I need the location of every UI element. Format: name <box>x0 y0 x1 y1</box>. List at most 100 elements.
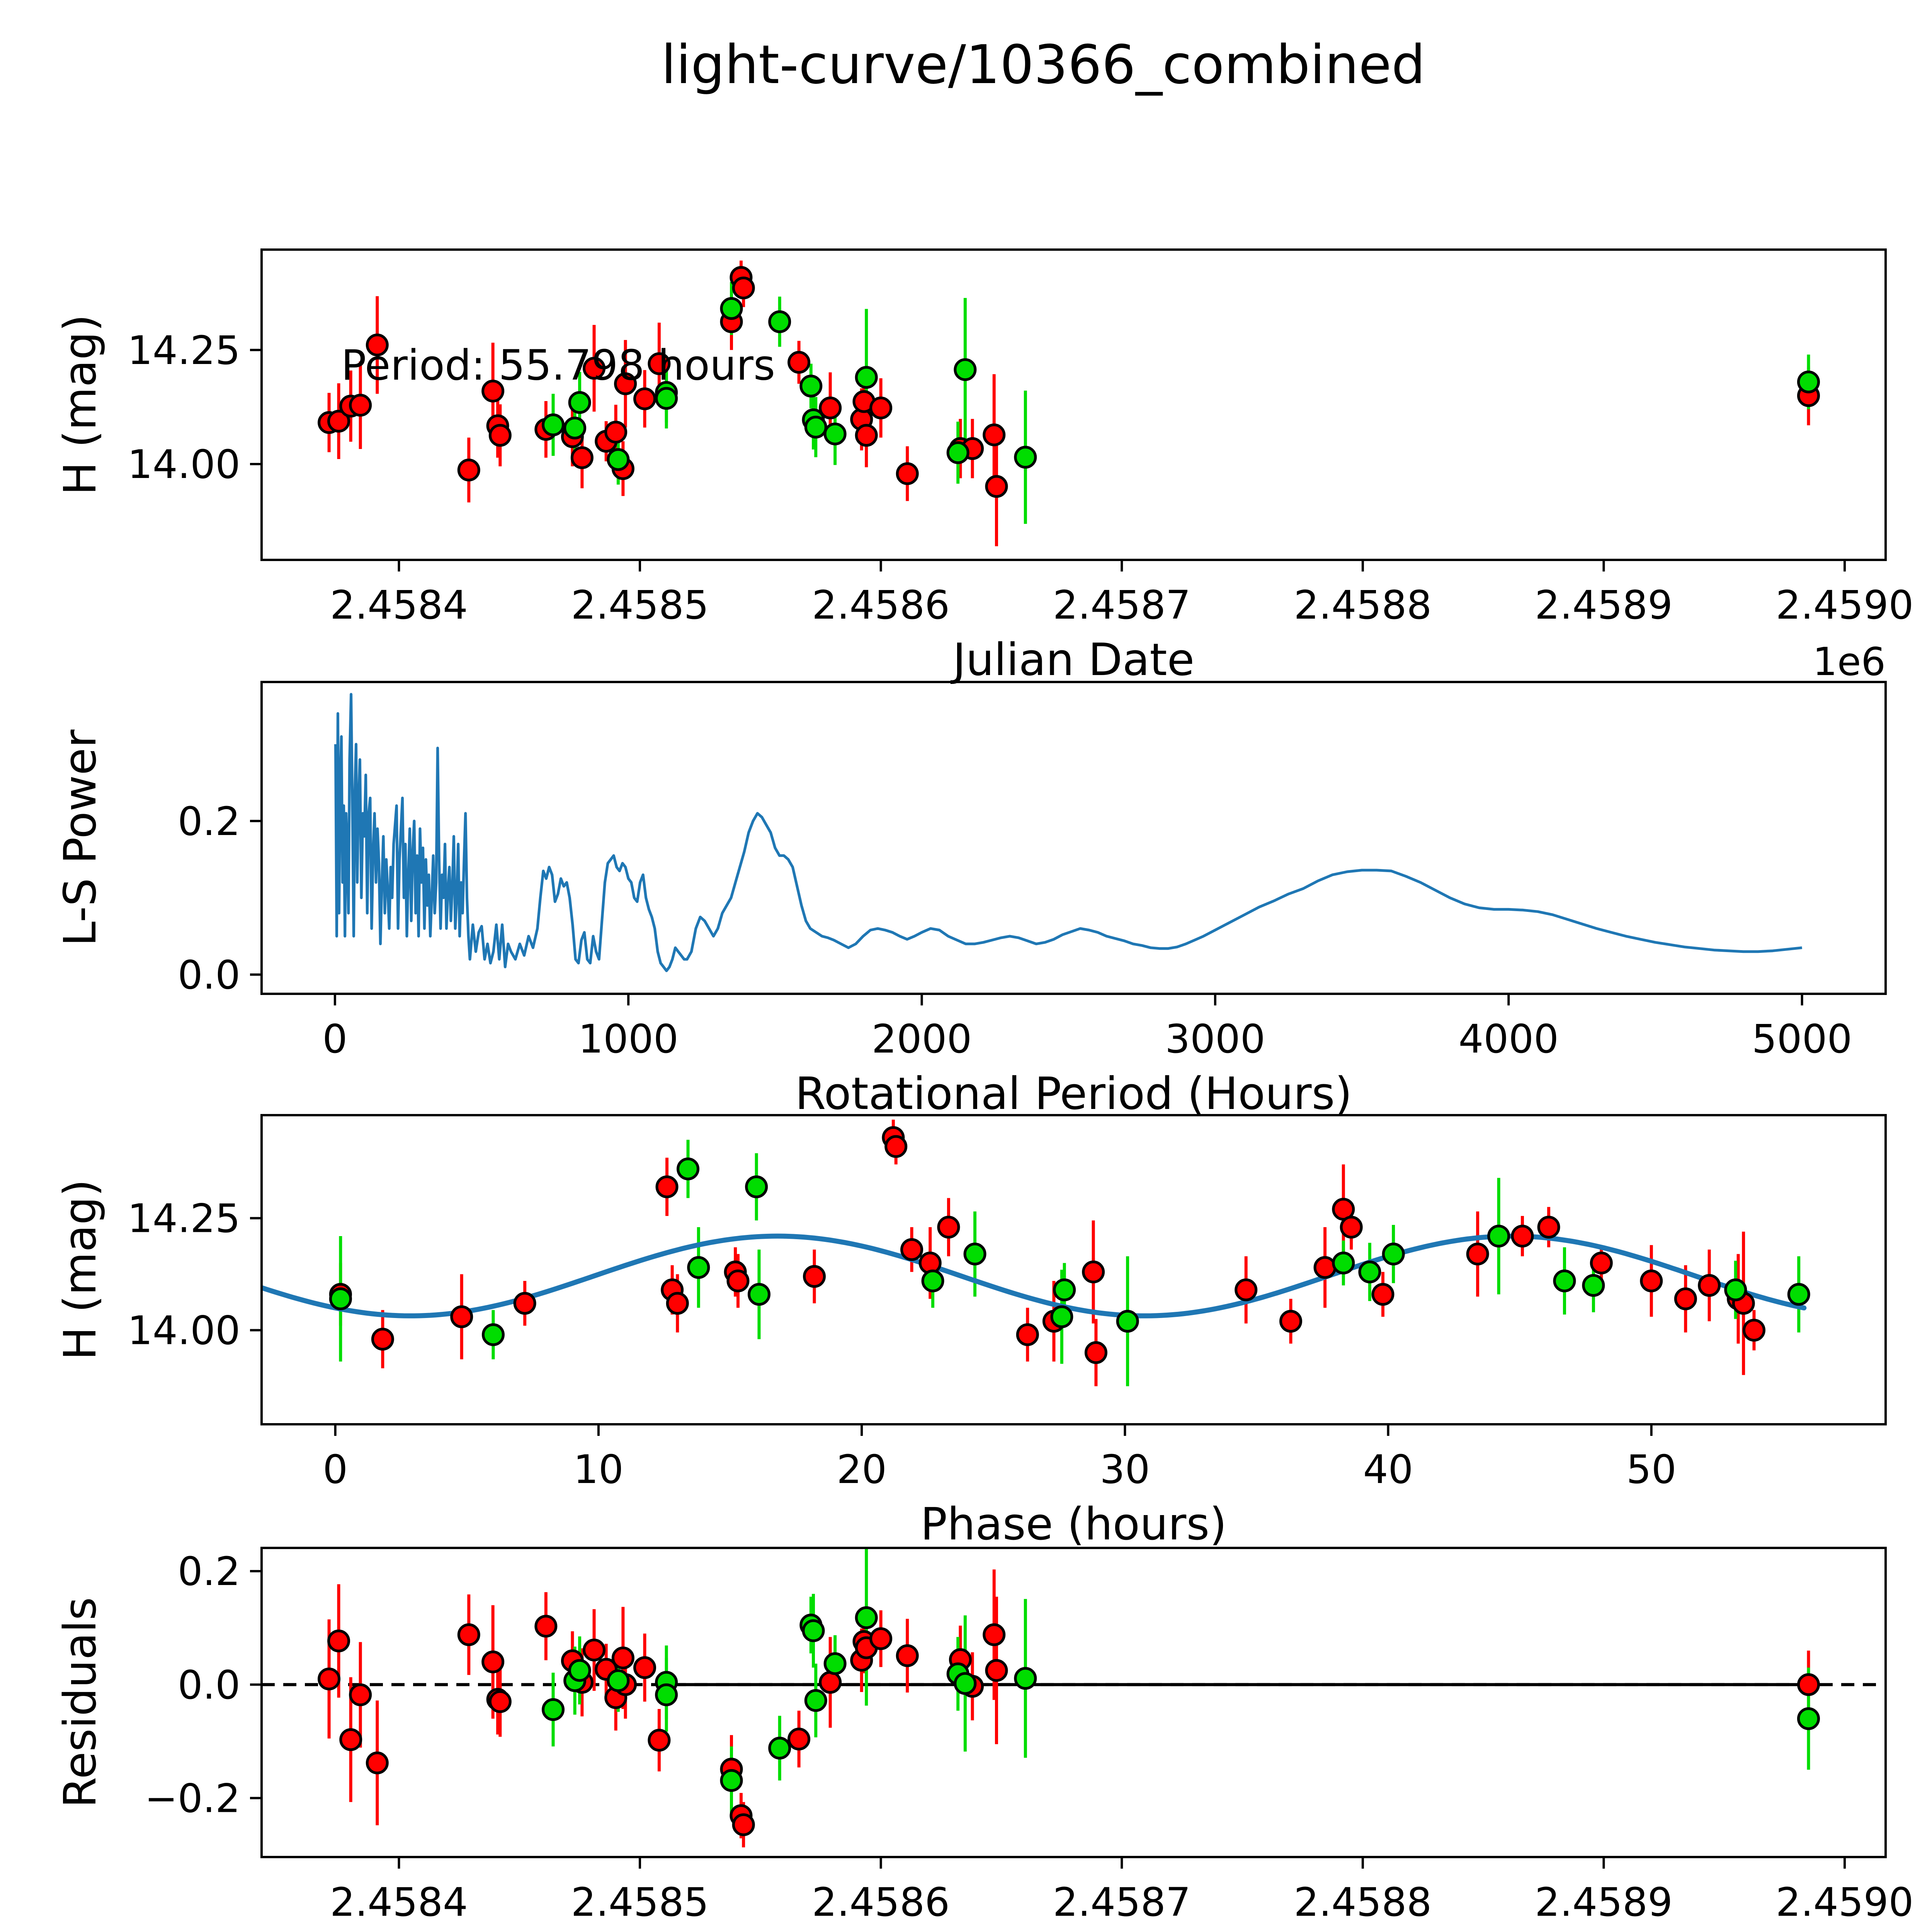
data-point-red <box>896 1644 919 1667</box>
periodogram-line <box>334 693 1802 972</box>
data-point-red <box>1371 1283 1395 1306</box>
y-tick-label: −0.2 <box>145 1776 240 1821</box>
data-point-red <box>583 357 606 380</box>
data-point-red <box>366 1751 389 1774</box>
data-point-red <box>983 1623 1006 1646</box>
data-point-red <box>1313 1256 1337 1279</box>
data-point-red <box>855 424 878 447</box>
data-point-green <box>745 1175 768 1199</box>
data-point-green <box>823 1652 847 1675</box>
data-point-green <box>481 1323 505 1346</box>
data-point-green <box>1050 1305 1073 1328</box>
data-point-green <box>1553 1269 1576 1293</box>
data-point-red <box>937 1216 960 1239</box>
panel-jd-lightcurve: 2.4584 2.4585 2.4586 2.4587 2.4588 2.4589 2.45… <box>54 248 1914 686</box>
x-tick-label: 2.4590 <box>1776 582 1914 628</box>
data-point-red <box>787 351 811 374</box>
y-tick-label: 14.00 <box>128 1308 240 1354</box>
data-point-red <box>648 1729 671 1752</box>
data-point-red <box>726 1269 750 1293</box>
data-point-red <box>1590 1252 1613 1275</box>
data-point-green <box>921 1269 944 1293</box>
x-tick-label: 5000 <box>1752 1016 1852 1062</box>
y-axis-label: H (mag) <box>54 1179 106 1360</box>
data-point-red <box>604 420 628 444</box>
x-tick-label: 0 <box>322 1016 347 1062</box>
x-tick-label: 2.4588 <box>1294 582 1432 628</box>
data-point-red <box>869 1627 893 1650</box>
y-axis-label: Residuals <box>54 1597 106 1808</box>
data-point-green <box>1358 1260 1381 1284</box>
y-tick-label: 0.2 <box>178 799 240 845</box>
data-point-green <box>1332 1252 1355 1275</box>
data-point-red <box>488 424 512 447</box>
data-point-green <box>963 1242 986 1265</box>
data-point-green <box>1582 1274 1605 1297</box>
data-point-green <box>1797 370 1820 393</box>
data-point-red <box>327 410 350 433</box>
data-point-green <box>823 422 847 446</box>
data-point-green <box>855 366 878 389</box>
data-point-green <box>954 358 977 381</box>
data-point-red <box>457 1623 480 1646</box>
data-point-red <box>787 1728 811 1751</box>
x-tick-label: 50 <box>1626 1447 1677 1493</box>
axes-frame <box>260 1547 1887 1858</box>
x-tick-label: 2.4586 <box>812 1879 950 1925</box>
data-point-red <box>481 379 505 403</box>
data-point-green <box>677 1157 700 1180</box>
data-point-red <box>583 1638 606 1662</box>
data-point-green <box>329 1287 352 1310</box>
data-point-red <box>488 1690 512 1713</box>
x-tick-label: 1000 <box>578 1016 679 1062</box>
data-point-green <box>747 1283 770 1306</box>
data-point-red <box>1016 1323 1039 1346</box>
data-point-green <box>1014 446 1037 469</box>
plot-area-phased-lightcurve <box>262 1119 1810 1386</box>
y-tick-label: 0.2 <box>178 1549 240 1595</box>
y-tick-label: 0.0 <box>178 1662 240 1708</box>
x-tick-label: 2.4587 <box>1053 1879 1191 1925</box>
data-point-red <box>732 1813 755 1836</box>
data-point-red <box>450 1305 473 1328</box>
data-point-green <box>1787 1283 1810 1306</box>
data-point-red <box>570 446 594 469</box>
data-point-red <box>318 1667 341 1690</box>
data-point-red <box>614 372 637 395</box>
data-point-red <box>1640 1269 1663 1293</box>
data-point-green <box>607 448 630 471</box>
data-point-green <box>563 417 587 440</box>
data-point-red <box>349 1683 372 1706</box>
data-point-red <box>1466 1242 1489 1265</box>
x-tick-label: 2.4587 <box>1053 582 1191 628</box>
x-axis-label: Julian Date <box>951 634 1194 686</box>
data-point-green <box>1382 1242 1405 1265</box>
panel-phased-lightcurve: 0 10 20 30 40 50 14.00 14.25 Phase (hours) H (mag… <box>54 1114 1887 1550</box>
data-point-green <box>568 1659 591 1682</box>
data-point-green <box>655 387 678 410</box>
data-point-red <box>900 1238 923 1261</box>
data-point-green <box>568 391 591 414</box>
data-point-red <box>1279 1310 1302 1333</box>
x-tick-label: 40 <box>1363 1447 1413 1493</box>
data-point-red <box>819 1671 842 1694</box>
x-tick-label: 2.4585 <box>571 1879 709 1925</box>
axes-frame <box>260 681 1887 995</box>
data-point-green <box>1724 1278 1747 1301</box>
data-point-red <box>327 1629 350 1653</box>
figure-title: light-curve/10366_combined <box>661 34 1425 96</box>
data-point-green <box>768 1736 791 1760</box>
plot-area-periodogram <box>334 693 1802 972</box>
y-tick-label: 14.00 <box>128 442 240 488</box>
data-point-red <box>611 1646 634 1670</box>
data-point-green <box>542 413 565 436</box>
x-tick-label: 2.4586 <box>812 582 950 628</box>
data-point-green <box>687 1256 710 1279</box>
data-point-red <box>633 1656 656 1679</box>
data-point-green <box>1116 1310 1139 1333</box>
y-tick-label: 14.25 <box>128 1196 240 1242</box>
x-tick-label: 2.4588 <box>1294 1879 1432 1925</box>
y-tick-label: 14.25 <box>128 328 240 374</box>
data-point-red <box>803 1265 826 1288</box>
